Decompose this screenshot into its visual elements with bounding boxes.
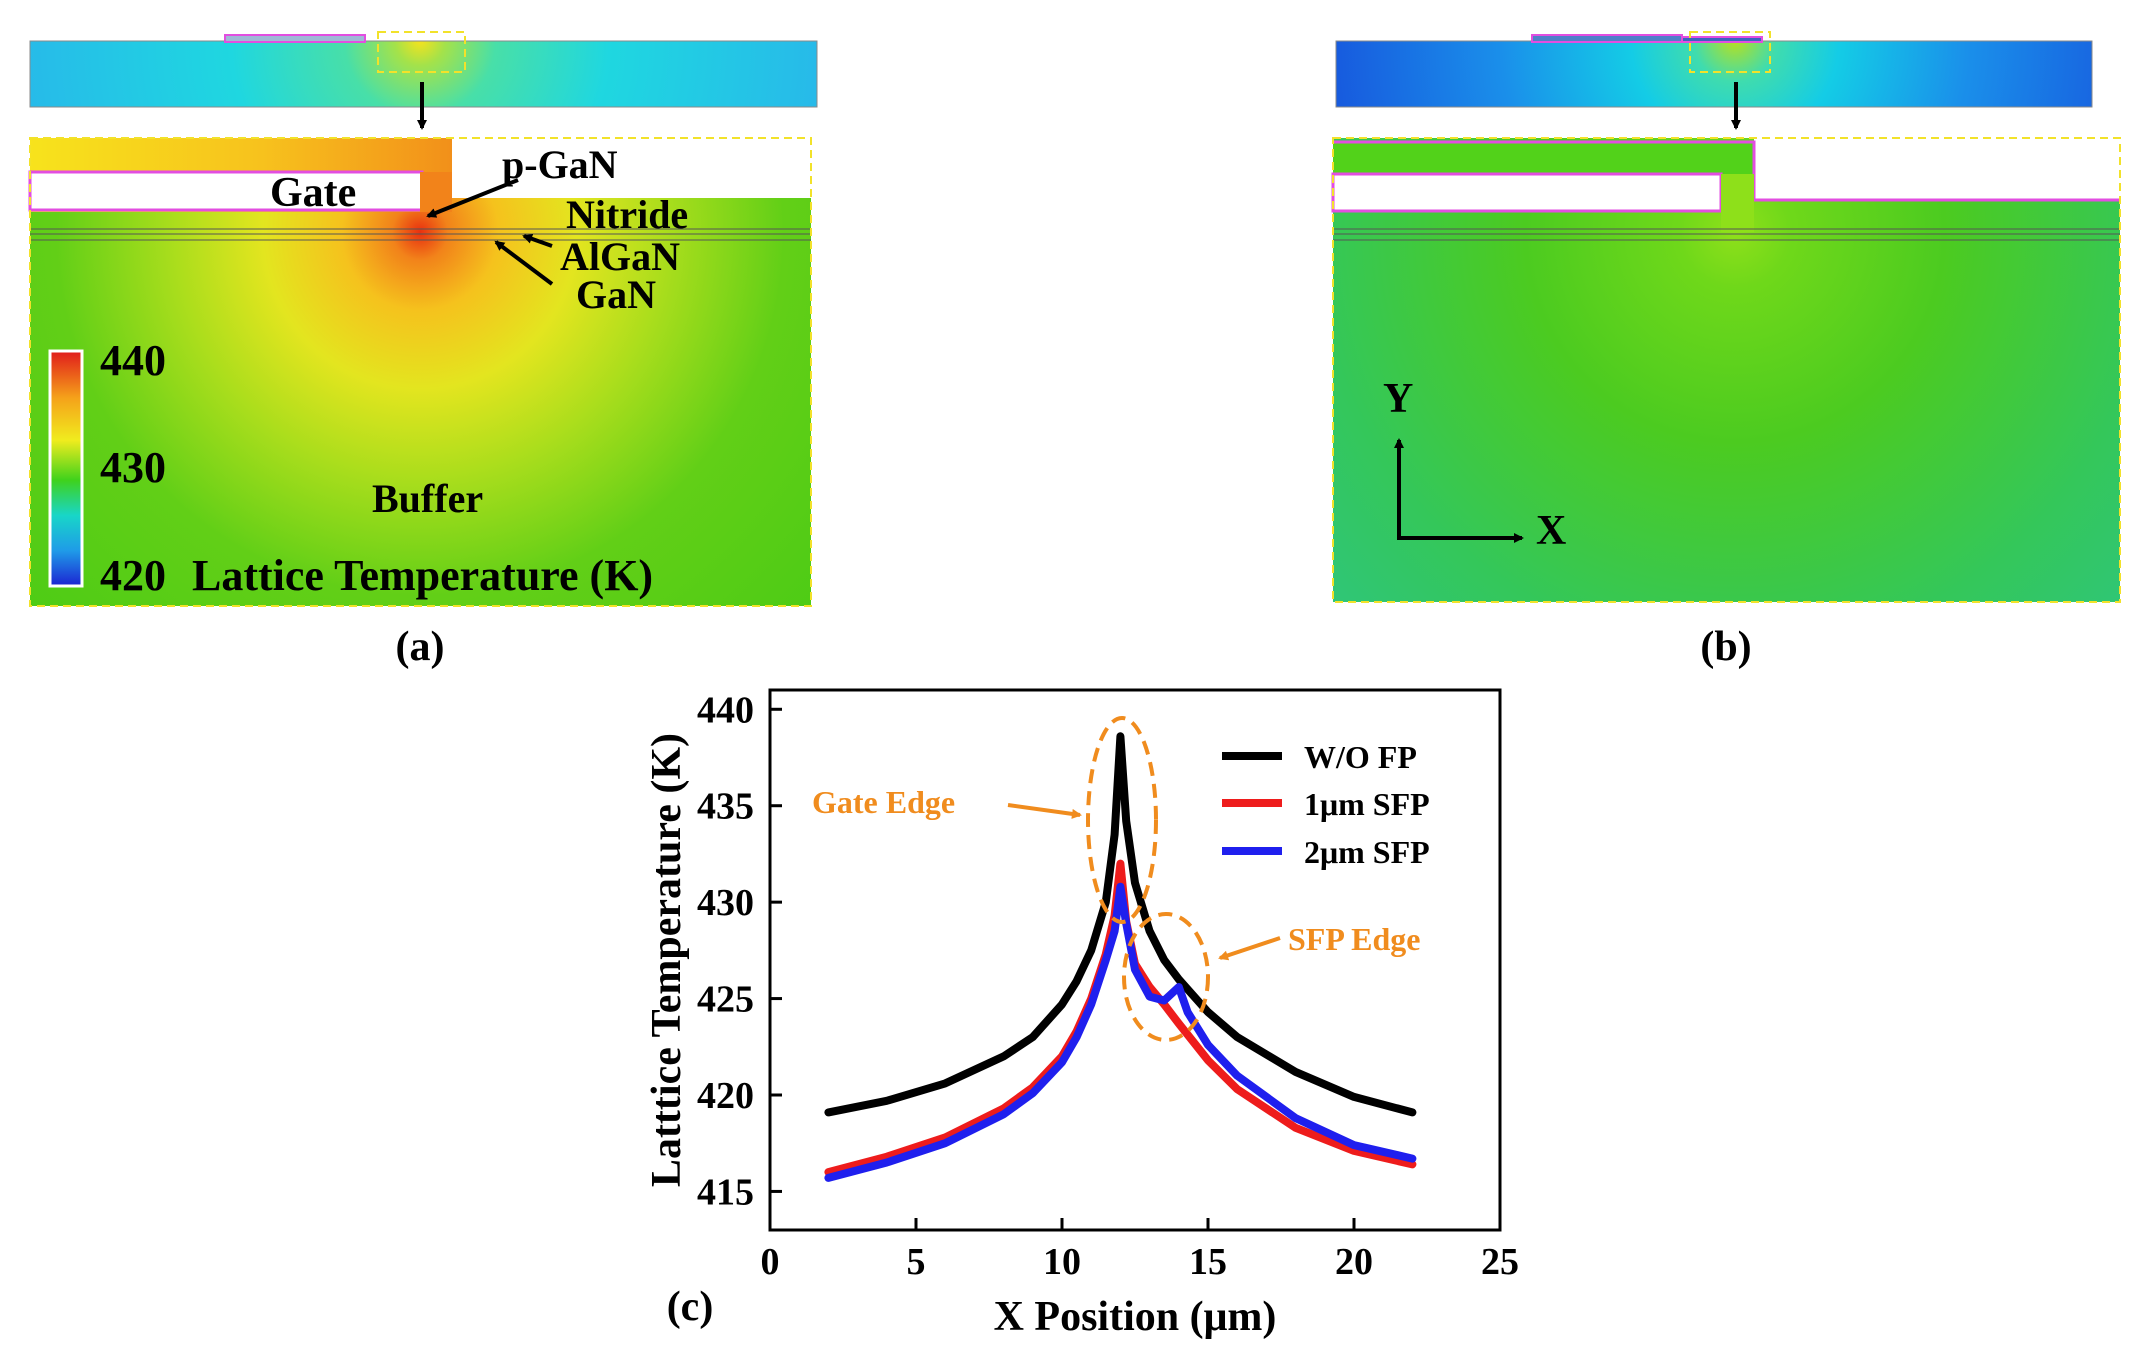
y-tick-label: 435 [697, 786, 754, 828]
overview-strip-b [1335, 40, 2093, 108]
dashed-frame-b [1332, 137, 2121, 603]
x-axis-label: X Position (μm) [994, 1294, 1277, 1340]
colorbar-min-label: 420 [100, 551, 166, 600]
x-tick-label: 0 [761, 1241, 780, 1283]
y-tick-label: 425 [697, 979, 754, 1021]
caption-a: (a) [396, 624, 445, 670]
white-region-a [452, 138, 811, 198]
y-tick-label: 430 [697, 882, 754, 924]
label-buffer: Buffer [372, 476, 483, 521]
label-gan: GaN [576, 272, 656, 317]
caption-b: (b) [1700, 624, 1751, 670]
overview-gate-a [224, 34, 366, 43]
axis-label-y-b: Y [1383, 376, 1413, 422]
series-line-2-m-sfp [824, 882, 1417, 1182]
gate-edge-ellipse [1086, 716, 1158, 924]
colorbar-title: Lattice Temperature (K) [192, 551, 653, 600]
label-algan: AlGaN [560, 234, 680, 279]
sfp-edge-ellipse [1122, 912, 1210, 1042]
gate-edge-arrow [1007, 803, 1082, 819]
label-nitride: Nitride [566, 192, 688, 237]
overview-fieldplate-b [1681, 36, 1763, 43]
p-gan-region-a [420, 172, 452, 212]
overview-hotspot-box-b [1689, 31, 1771, 73]
y-tick-group: 415 420 425 430 435 440 [697, 689, 782, 1213]
x-tick-label: 10 [1043, 1241, 1081, 1283]
panel-a: Gate p-GaN Nitride AlGaN GaN Buffer 440 … [28, 31, 818, 670]
cross-section-field-a [30, 138, 811, 606]
legend-label-2um-sfp: 2μm SFP [1304, 834, 1430, 870]
legend-label-w-o-fp: W/O FP [1304, 739, 1417, 775]
caption-c: (c) [667, 1284, 714, 1330]
panel-c: 0 5 10 15 20 25 415 420 425 430 435 440 X Position… [644, 688, 1519, 1340]
legend-label-1um-sfp: 1μm SFP [1304, 786, 1430, 822]
white-region-b [1754, 138, 2120, 200]
sfp-edge-arrow [1218, 936, 1281, 961]
x-tick-label: 20 [1335, 1241, 1373, 1283]
overview-gate-b [1531, 34, 1683, 43]
colorbar-max-label: 440 [100, 336, 166, 385]
gate-metal-b [1333, 142, 1754, 176]
y-tick-label: 420 [697, 1075, 754, 1117]
arrow-gan [494, 240, 554, 286]
sfp-edge-label: SFP Edge [1288, 921, 1420, 957]
axis-label-x-b: X [1536, 508, 1566, 554]
y-axis-label: Latttice Temperature (K) [644, 733, 690, 1187]
series-group [824, 732, 1417, 1182]
x-tick-label: 5 [907, 1241, 926, 1283]
x-tick-label: 15 [1189, 1241, 1227, 1283]
gate-edge-label: Gate Edge [812, 784, 955, 820]
y-tick-label: 415 [697, 1171, 754, 1213]
arrow-p-gan [426, 178, 519, 218]
overview-hotspot-box-a [377, 31, 466, 73]
panel-b: Y X (b) [1331, 31, 2121, 670]
gate-opening-a [28, 170, 424, 212]
dashed-frame-a [29, 137, 812, 607]
p-gan-region-b [1721, 174, 1754, 232]
series-line-w-o-fp [824, 732, 1417, 1117]
arrow-algan [522, 233, 553, 248]
plot-frame [768, 688, 1502, 1232]
label-gate: Gate [270, 170, 356, 216]
colorbar [48, 349, 84, 588]
colorbar-mid-label: 430 [100, 443, 166, 492]
field-plate-outline-b [1333, 140, 2120, 202]
series-line-1-m-sfp [824, 859, 1417, 1177]
y-tick-label: 440 [697, 689, 754, 731]
x-tick-label: 25 [1481, 1241, 1519, 1283]
gate-opening-b [1331, 172, 1723, 213]
legend: W/O FP 1μm SFP 2μm SFP [1222, 739, 1430, 870]
x-tick-group: 0 5 10 15 20 25 [761, 1218, 1519, 1283]
label-p-gan: p-GaN [502, 142, 618, 187]
